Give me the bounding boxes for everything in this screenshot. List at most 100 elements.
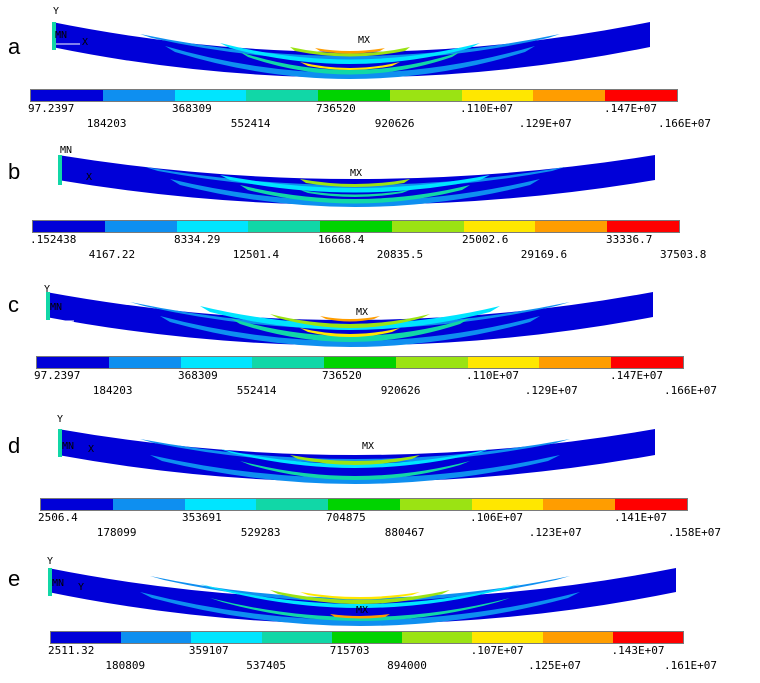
legend-tick-label: .143E+07	[611, 644, 665, 657]
mx-label: MX	[356, 605, 368, 616]
legend-segment	[542, 632, 613, 643]
legend-tick-label: 368309	[172, 102, 212, 115]
legend-tick-label: 880467	[384, 526, 425, 539]
mx-label: MX	[362, 441, 374, 452]
legend-tick-label: 178099	[96, 526, 137, 539]
mn-label: MN	[62, 441, 74, 452]
legend-segment	[533, 90, 606, 101]
legend-segment	[395, 357, 468, 368]
legend-segment	[331, 632, 403, 643]
legend-tick-label: 37503.8	[660, 248, 707, 261]
legend-segment	[246, 90, 319, 101]
legend-tick-label: 715703	[329, 644, 370, 657]
legend-segment	[535, 221, 608, 232]
mx-label: MX	[356, 307, 368, 318]
legend-segment	[252, 357, 325, 368]
legend-segment	[176, 221, 249, 232]
legend-segment	[31, 90, 103, 101]
legend-tick-label: 184203	[86, 117, 127, 130]
legend-tick-label: .125E+07	[528, 659, 582, 672]
mn-label: MN	[52, 578, 64, 589]
legend-segment	[539, 357, 612, 368]
beam-contour-plot: MX MN Y	[44, 284, 653, 347]
legend-tick-label: .107E+07	[470, 644, 524, 657]
legend-segment	[605, 90, 678, 101]
legend-tick-label: 368309	[178, 369, 218, 382]
color-legend	[50, 631, 684, 644]
legend-tick-label: .106E+07	[470, 511, 523, 524]
legend-tick-label: 25002.6	[462, 233, 509, 246]
color-legend	[32, 220, 680, 233]
mn-label: MN	[60, 145, 72, 156]
svg-text:Y: Y	[57, 414, 63, 425]
legend-tick-label: 736520	[316, 102, 356, 115]
legend-tick-label: 184203	[92, 384, 133, 397]
legend-tick-label: .141E+07	[614, 511, 667, 524]
beam-contour-plot: MN MX Y Y	[47, 556, 676, 626]
legend-tick-label: 529283	[240, 526, 281, 539]
svg-text:X: X	[86, 172, 92, 183]
svg-text:Y: Y	[53, 6, 59, 17]
legend-segment	[108, 357, 181, 368]
legend-segment	[389, 90, 462, 101]
legend-tick-label: 920626	[380, 384, 421, 397]
legend-segment	[615, 499, 688, 510]
legend-tick-label: .152438	[30, 233, 77, 246]
legend-segment	[37, 357, 109, 368]
legend-tick-label: 736520	[322, 369, 362, 382]
legend-segment	[463, 221, 536, 232]
svg-text:Y: Y	[78, 582, 84, 593]
svg-text:X: X	[82, 37, 88, 48]
legend-segment	[318, 90, 390, 101]
legend-tick-label: 33336.7	[606, 233, 653, 246]
legend-segment	[402, 632, 473, 643]
legend-tick-label: 2511.32	[48, 644, 95, 657]
legend-tick-label: .110E+07	[460, 102, 513, 115]
panel-label: b	[8, 159, 21, 184]
legend-tick-label: .123E+07	[528, 526, 582, 539]
legend-segment	[391, 221, 464, 232]
legend-segment	[399, 499, 472, 510]
legend-segment	[607, 221, 680, 232]
legend-segment	[543, 499, 616, 510]
legend-segment	[33, 221, 105, 232]
panel-label: d	[8, 433, 21, 458]
legend-tick-label: 97.2397	[28, 102, 75, 115]
legend-tick-label: 552414	[230, 117, 271, 130]
legend-segment	[180, 357, 253, 368]
legend-segment	[191, 632, 262, 643]
legend-tick-label: .129E+07	[524, 384, 578, 397]
legend-tick-label: 353691	[182, 511, 222, 524]
legend-segment	[324, 357, 396, 368]
legend-tick-label: 2506.4	[38, 511, 78, 524]
legend-tick-label: 4167.22	[88, 248, 136, 261]
legend-tick-label: 704875	[326, 511, 366, 524]
legend-segment	[256, 499, 329, 510]
legend-segment	[248, 221, 321, 232]
legend-tick-label: .110E+07	[466, 369, 519, 382]
beam-contour-plot: MN MX Y X	[57, 414, 655, 484]
svg-text:Y: Y	[44, 284, 50, 295]
color-legend	[36, 356, 684, 369]
legend-tick-label: .166E+07	[664, 384, 717, 397]
panel-label: e	[8, 566, 21, 591]
legend-segment	[472, 632, 543, 643]
legend-tick-label: 8334.29	[174, 233, 221, 246]
legend-segment	[102, 90, 175, 101]
legend-tick-label: 552414	[236, 384, 277, 397]
legend-segment	[471, 499, 544, 510]
legend-tick-label: 180809	[105, 659, 146, 672]
color-legend	[40, 498, 688, 511]
legend-segment	[320, 221, 392, 232]
beam-contour-plot: MN MX Y X	[52, 6, 650, 79]
legend-tick-label: 920626	[374, 117, 415, 130]
legend-segment	[328, 499, 400, 510]
panel-label: c	[8, 292, 19, 317]
legend-tick-label: 16668.4	[318, 233, 365, 246]
legend-segment	[467, 357, 540, 368]
legend-segment	[51, 632, 122, 643]
legend-segment	[611, 357, 684, 368]
legend-segment	[41, 499, 113, 510]
mn-label: MN	[50, 302, 62, 313]
legend-tick-label: 894000	[387, 659, 427, 672]
